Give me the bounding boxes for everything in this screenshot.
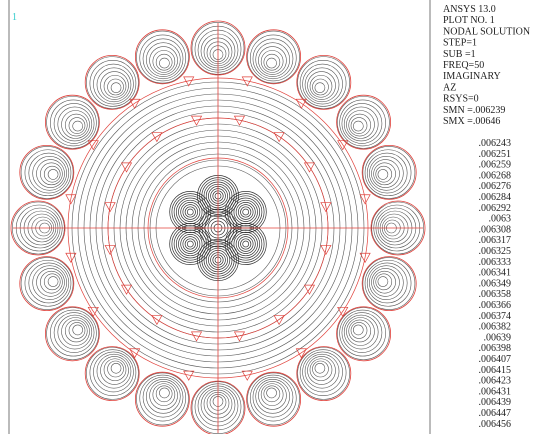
- header-line: NODAL SOLUTION: [443, 26, 530, 37]
- header-line: SMN =.006239: [443, 105, 505, 116]
- contour-level: .006407: [479, 354, 512, 365]
- contour-level: .006251: [479, 149, 512, 160]
- contour-level: .006366: [479, 300, 512, 311]
- contour-level: .006439: [479, 397, 512, 408]
- contour-level: .006374: [479, 311, 512, 322]
- contour-level: .006292: [479, 203, 512, 214]
- contour-level: .006358: [479, 289, 512, 300]
- contour-level: .006243: [479, 138, 512, 149]
- contour-level: .006308: [479, 224, 512, 235]
- contour-level: .006456: [479, 419, 512, 430]
- header-line: PLOT NO. 1: [443, 15, 495, 26]
- window-number: 1: [12, 12, 17, 23]
- contour-level: .006415: [479, 365, 512, 376]
- contour-level: .00639: [484, 332, 512, 343]
- page: {"window_number": "1", "header": ["ANSYS…: [0, 0, 539, 434]
- contour-level: .006284: [479, 192, 512, 203]
- header-line: SUB =1: [443, 49, 476, 60]
- header-line: STEP=1: [443, 38, 477, 49]
- contour-level: .006259: [479, 160, 512, 171]
- contour-level: .0063: [489, 214, 512, 225]
- contour-level: .006325: [479, 246, 512, 257]
- contour-level: .006317: [479, 235, 512, 246]
- contour-level: .006349: [479, 278, 512, 289]
- ansys-window: 1 ANSYS 13.0PLOT NO. 1NODAL SOLUTIONSTEP…: [0, 0, 539, 434]
- contour-level: .006276: [479, 181, 512, 192]
- contour-level: .006341: [479, 268, 512, 279]
- contour-level: .006333: [479, 257, 512, 268]
- contour-level: .006447: [479, 408, 512, 419]
- header-line: AZ: [443, 82, 456, 93]
- header-line: IMAGINARY: [443, 71, 501, 82]
- contour-level: .006423: [479, 376, 512, 387]
- header-line: SMX =.00646: [443, 116, 500, 127]
- contour-level: .006398: [479, 343, 512, 354]
- header-line: ANSYS 13.0: [443, 4, 496, 15]
- header-line: FREQ=50: [443, 60, 484, 71]
- contour-level: .006431: [479, 386, 512, 397]
- contour-level: .006382: [479, 322, 512, 333]
- header-line: RSYS=0: [443, 94, 479, 105]
- contour-level: .006268: [479, 170, 512, 181]
